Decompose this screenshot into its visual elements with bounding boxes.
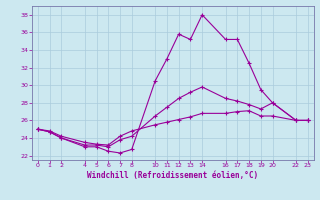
X-axis label: Windchill (Refroidissement éolien,°C): Windchill (Refroidissement éolien,°C) xyxy=(87,171,258,180)
